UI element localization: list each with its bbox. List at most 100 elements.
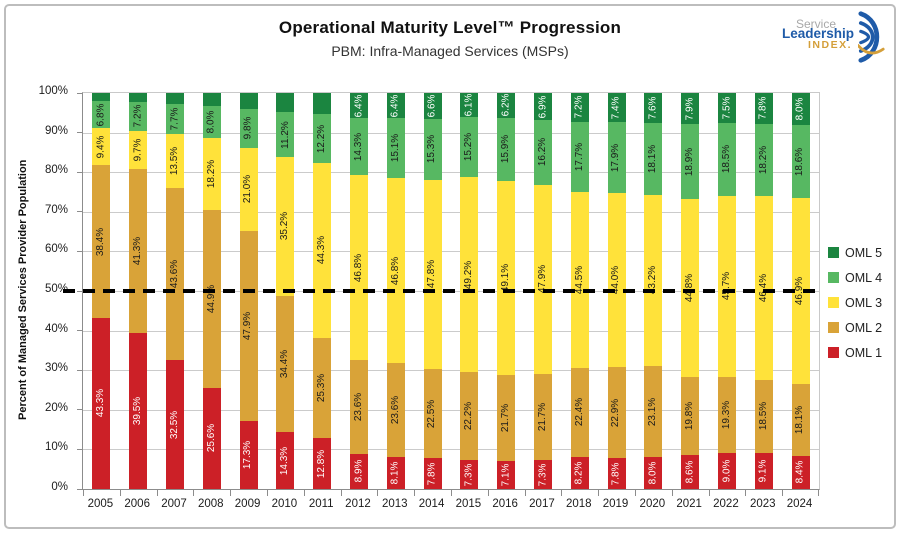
bar-label: 32.5% <box>168 410 180 439</box>
bar-label-box: 17.9% <box>608 122 626 193</box>
bar-label-box: 7.5% <box>718 93 736 123</box>
bar-label: 11.2% <box>279 120 291 149</box>
bar-label: 15.2% <box>463 133 475 162</box>
x-tick-mark <box>83 490 84 496</box>
bar-segment: 9.0% <box>717 453 736 489</box>
bar-segment: 19.8% <box>681 376 700 455</box>
bar-label: 17.3% <box>242 440 254 469</box>
bar-label: 7.3% <box>536 463 548 486</box>
bar-label-box: 7.3% <box>460 460 478 489</box>
bar-label-box: 46.4% <box>755 196 773 380</box>
bar-segment: 6.9% <box>533 93 552 121</box>
bar-segment: 12.8% <box>313 438 332 489</box>
bar-label-box: 44.3% <box>313 163 331 338</box>
bar-segment: 16.2% <box>533 120 552 185</box>
bar-label: 8.0% <box>205 110 217 134</box>
bar-segment: 18.1% <box>791 384 810 456</box>
bar-label: 6.4% <box>352 94 364 118</box>
bar-label: 13.5% <box>168 146 180 176</box>
bar-segment: 12.2% <box>313 114 332 163</box>
bar-label-box: 7.8% <box>608 458 626 489</box>
bar-segment: 47.9% <box>533 184 552 375</box>
bar-2017: 7.3% 21.7% 47.9% 16.2% 6.9% <box>533 93 552 489</box>
bar-segment: 23.1% <box>644 365 663 458</box>
bar-label: 18.9% <box>684 147 696 176</box>
bar-segment: 13.5% <box>165 134 184 188</box>
bar-segment: 8.2% <box>570 456 589 489</box>
bar-label-box: 11.2% <box>276 112 294 156</box>
chart-card: Operational Maturity Level™ Progression … <box>4 4 896 529</box>
legend-item-oml-2: OML 2 <box>828 315 882 340</box>
bar-label-box: 15.3% <box>424 119 442 180</box>
bar-label-box: 39.5% <box>129 333 147 489</box>
y-tick-label: 30% <box>44 362 68 375</box>
bar-label-box: 7.2% <box>129 102 147 131</box>
x-axis-label: 2014 <box>418 498 445 510</box>
bar-label-box: 8.9% <box>350 454 368 489</box>
bar-label: 35.2% <box>279 212 291 241</box>
bar-label: 7.5% <box>720 96 732 120</box>
bar-label: 49.1% <box>500 263 512 292</box>
y-tick-label: 70% <box>44 203 68 216</box>
bar-label: 6.9% <box>536 95 548 119</box>
bar-2011: 12.8% 25.3% 44.3% 12.2% <box>313 93 332 489</box>
bar-label: 18.5% <box>757 402 769 431</box>
bar-2021: 8.6% 19.8% 44.8% 18.9% 7.9% <box>681 93 700 489</box>
bar-label-box: 16.2% <box>534 120 552 184</box>
bar-label: 8.2% <box>573 461 585 485</box>
bar-2007: 32.5% 43.6% 13.5% 7.7% <box>165 93 184 489</box>
bar-label-box: 8.0% <box>644 457 662 489</box>
x-tick-mark <box>156 490 158 496</box>
bar-label-box: 46.8% <box>350 175 368 360</box>
bar-label: 15.3% <box>426 135 438 164</box>
y-tick-mark <box>77 409 83 411</box>
x-tick-mark <box>193 490 195 496</box>
bar-segment: 21.7% <box>497 374 516 461</box>
bar-label: 6.4% <box>389 94 401 118</box>
bar-segment: 43.2% <box>644 194 663 366</box>
bar-label: 8.4% <box>794 460 806 484</box>
bar-label: 16.2% <box>536 138 548 167</box>
bar-label: 17.7% <box>573 142 585 171</box>
y-tick-label: 50% <box>44 283 68 295</box>
bar-segment <box>239 93 258 109</box>
bar-segment: 7.1% <box>497 460 516 489</box>
plot-area: 43.3% 38.4% 9.4% 6.8% 39.5% 41.3% 9.7% 7.2% 32.5… <box>63 92 820 496</box>
bar-segment: 7.2% <box>570 93 589 122</box>
x-tick-mark <box>340 490 342 496</box>
bar-segment: 21.0% <box>239 147 258 231</box>
x-axis-label: 2017 <box>529 498 555 510</box>
bar-label-box: 46.8% <box>387 178 405 363</box>
bar-segment: 18.5% <box>717 122 736 196</box>
bar-2016: 7.1% 21.7% 49.1% 15.9% 6.2% <box>497 93 516 489</box>
bar-label: 14.3% <box>279 446 291 475</box>
gridline <box>83 330 819 332</box>
chart-header: Operational Maturity Level™ Progression … <box>6 18 894 59</box>
bar-label: 8.0% <box>647 461 659 485</box>
bar-label-box: 19.8% <box>681 377 699 455</box>
bar-segment: 7.3% <box>460 460 479 489</box>
x-tick-mark <box>598 490 600 496</box>
x-tick-mark <box>119 490 121 496</box>
y-tick-label: 100% <box>38 85 68 97</box>
bar-segment: 22.9% <box>607 367 626 459</box>
x-tick-mark <box>745 490 747 496</box>
bar-segment: 15.2% <box>460 117 479 178</box>
gridline <box>83 370 819 372</box>
reference-line-50pct <box>63 289 819 293</box>
legend-swatch <box>828 297 839 308</box>
bar-label: 7.8% <box>610 462 622 485</box>
bar-label: 9.0% <box>720 459 732 483</box>
y-tick-mark <box>77 369 83 371</box>
bar-label: 8.1% <box>389 461 401 485</box>
legend: OML 5 OML 4 OML 3 OML 2 OML 1 <box>828 240 882 365</box>
y-tick-label: 10% <box>44 441 68 454</box>
gridline <box>83 172 819 174</box>
bar-label: 7.4% <box>610 96 622 120</box>
x-tick-mark <box>561 490 563 496</box>
bar-segment: 7.8% <box>607 458 626 489</box>
x-axis-label: 2006 <box>124 498 150 510</box>
bar-label-box: 9.8% <box>240 109 258 148</box>
bar-label: 23.6% <box>352 392 364 422</box>
bar-label: 25.3% <box>316 374 328 403</box>
